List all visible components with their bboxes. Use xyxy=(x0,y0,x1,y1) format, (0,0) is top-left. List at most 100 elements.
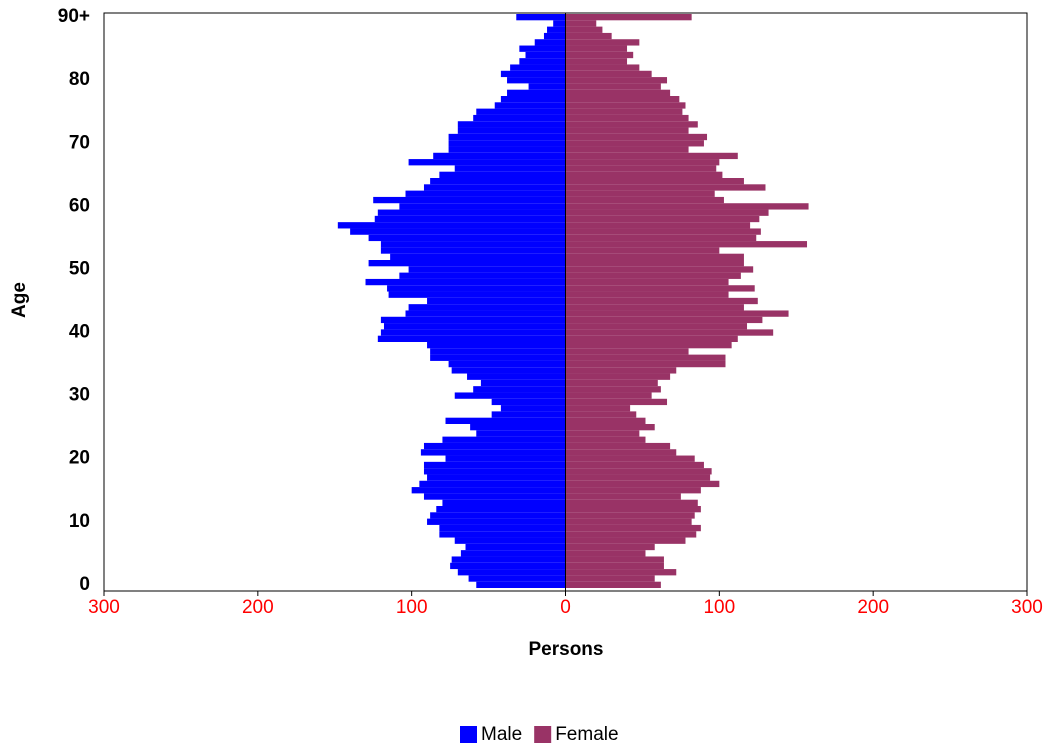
bar xyxy=(419,480,566,488)
bar xyxy=(423,184,566,191)
y-axis-title: Age xyxy=(9,282,30,318)
bar xyxy=(390,253,566,260)
bar xyxy=(565,89,671,96)
bar xyxy=(565,310,789,317)
bar xyxy=(565,329,774,336)
bar xyxy=(448,133,566,141)
bar xyxy=(565,133,708,141)
bar xyxy=(507,89,566,96)
bar xyxy=(565,272,741,279)
legend-label: Female xyxy=(555,724,618,745)
bar xyxy=(565,562,664,570)
bar xyxy=(565,260,744,267)
bar xyxy=(510,64,566,71)
bar xyxy=(565,228,761,235)
bar xyxy=(565,518,692,525)
bar xyxy=(427,297,566,305)
bar xyxy=(387,285,566,292)
bar xyxy=(519,45,566,52)
bar xyxy=(368,260,566,267)
y-tick-label: 70 xyxy=(69,132,90,153)
bar xyxy=(454,392,566,399)
bar xyxy=(565,196,724,204)
bar xyxy=(565,102,686,109)
x-tick-label: 200 xyxy=(242,597,274,618)
bar xyxy=(519,58,566,65)
bar xyxy=(565,424,655,431)
bar xyxy=(565,291,729,298)
bar xyxy=(565,537,686,544)
bar xyxy=(374,215,566,223)
bar xyxy=(565,474,711,481)
bar xyxy=(494,102,566,109)
bar xyxy=(408,304,566,311)
bar xyxy=(565,373,671,380)
bar xyxy=(423,493,566,500)
bar xyxy=(565,165,717,172)
bar xyxy=(565,127,689,134)
bar xyxy=(399,272,566,279)
bar xyxy=(377,209,566,216)
bar xyxy=(350,228,566,235)
x-axis-title: Persons xyxy=(529,639,604,660)
bar xyxy=(553,20,566,27)
bar xyxy=(491,398,566,406)
bar xyxy=(565,367,677,374)
bar xyxy=(373,196,566,204)
legend-swatch xyxy=(534,726,552,743)
bar xyxy=(565,247,720,254)
bar xyxy=(507,77,566,84)
bar xyxy=(388,291,566,298)
bar xyxy=(565,417,646,424)
bar xyxy=(565,32,612,40)
bar xyxy=(445,417,566,424)
bar xyxy=(565,348,689,355)
bar xyxy=(565,96,680,103)
bar xyxy=(565,398,668,406)
bar xyxy=(565,386,661,393)
bar xyxy=(516,14,566,21)
bar xyxy=(451,367,566,374)
bar xyxy=(565,461,704,469)
bar xyxy=(500,70,566,78)
bar xyxy=(565,379,658,387)
bar xyxy=(427,474,566,481)
bar xyxy=(565,550,646,557)
bar xyxy=(500,405,566,412)
bar xyxy=(565,556,664,563)
bar xyxy=(423,468,566,475)
bar xyxy=(565,209,769,216)
bar xyxy=(565,222,751,229)
y-tick-label: 90+ xyxy=(58,6,90,27)
bar xyxy=(408,159,566,166)
bar xyxy=(454,537,566,544)
bar xyxy=(405,190,566,197)
bar xyxy=(442,436,566,443)
bar xyxy=(565,20,597,27)
bar xyxy=(565,323,748,330)
bar xyxy=(565,575,655,582)
x-tick-label: 200 xyxy=(857,597,889,618)
bar xyxy=(411,487,566,494)
bar xyxy=(468,575,566,582)
bar xyxy=(565,108,683,115)
bar xyxy=(457,127,566,134)
bar xyxy=(565,146,689,153)
bar xyxy=(476,581,566,588)
bar xyxy=(439,531,566,538)
bar xyxy=(565,316,763,324)
bar xyxy=(565,152,738,160)
bar xyxy=(565,449,677,456)
x-tick-label: 300 xyxy=(88,597,120,618)
bar xyxy=(565,442,671,450)
bar xyxy=(565,285,755,292)
bar xyxy=(430,178,566,185)
y-tick-label: 60 xyxy=(69,195,90,216)
bar xyxy=(405,310,566,317)
bar xyxy=(565,178,744,185)
bar xyxy=(476,430,566,437)
bar xyxy=(565,493,681,500)
bar xyxy=(547,26,566,33)
bar xyxy=(430,354,566,361)
bar xyxy=(565,468,712,475)
